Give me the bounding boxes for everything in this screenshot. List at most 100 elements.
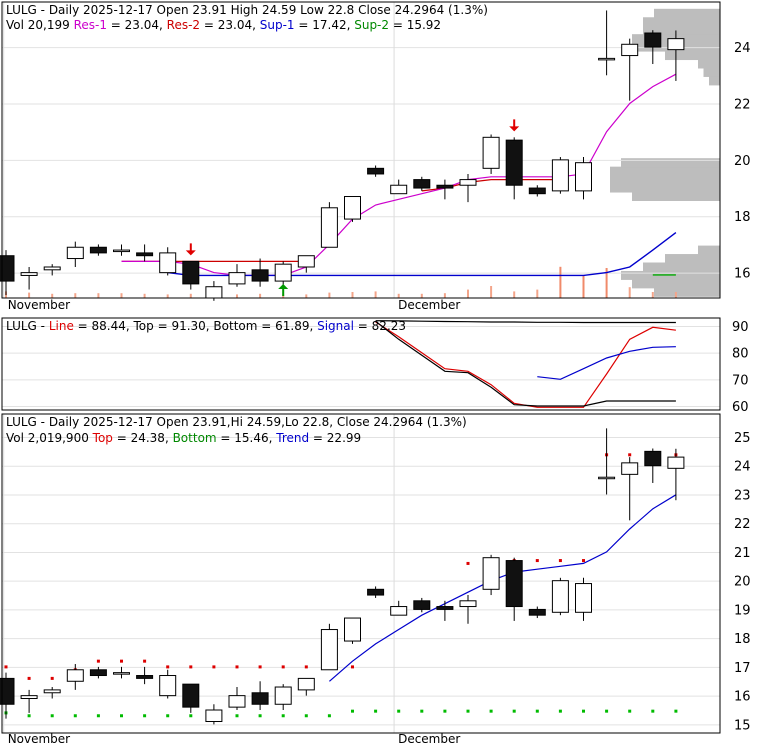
price-candle-body — [0, 255, 15, 282]
trend-axis-tick: 18 — [734, 632, 751, 647]
trend-candle-body — [43, 689, 61, 694]
price-candle-body — [528, 187, 546, 195]
volume-profile-bar — [703, 67, 720, 77]
trend-axis-tick: 24 — [734, 460, 751, 475]
trend-candle-body — [113, 672, 130, 675]
volume-profile-bar — [643, 262, 720, 272]
bottom-dot — [96, 714, 100, 718]
trend-candle-body — [159, 675, 177, 697]
bottom-dot — [304, 714, 308, 718]
trend-subheader|2|subheader_parts-part: Bottom — [173, 431, 217, 445]
top-dot — [50, 676, 54, 680]
price-candle-body — [482, 136, 500, 169]
bottom-dot — [281, 714, 285, 718]
bottom-dot — [512, 709, 516, 713]
trend-candle-body — [89, 669, 107, 677]
volume-profile-bar — [643, 25, 720, 35]
trend-candle-body — [205, 709, 223, 723]
oscillator-series-line — [375, 320, 676, 407]
bottom-dot — [420, 709, 424, 713]
trend-axis-tick: 23 — [734, 488, 751, 503]
bottom-dot — [582, 709, 585, 713]
bottom-dot — [651, 709, 655, 713]
bottom-dot — [628, 709, 632, 713]
price-candle-body — [551, 159, 569, 192]
volume-bar — [97, 293, 100, 298]
price-candle-body — [505, 139, 523, 186]
top-dot — [535, 559, 539, 563]
volume-bar — [443, 293, 446, 298]
volume-profile-bar — [654, 8, 720, 18]
price-candle-body — [43, 266, 61, 271]
volume-bar — [259, 293, 262, 298]
trend-axis-tick: 17 — [734, 661, 751, 676]
price-subheader|0|subheader_parts-part: Res-1 — [74, 18, 107, 32]
volume-profile-bar — [632, 192, 720, 201]
trend-candle-body — [274, 686, 292, 705]
month-label: December — [398, 732, 460, 745]
price-candle-body — [667, 38, 685, 51]
top-dot — [27, 676, 31, 680]
price-subheader|0|subheader_parts-part: = 23.04, — [200, 18, 260, 32]
volume-bar — [51, 293, 54, 298]
top-dot — [4, 665, 8, 669]
oscillator-header|1|header_parts-part: Signal — [317, 319, 354, 333]
volume-bar — [651, 292, 654, 298]
bottom-dot — [258, 714, 262, 718]
volume-bar — [328, 292, 331, 298]
price-candle-body — [251, 269, 269, 282]
trend-panel-frame — [1, 413, 721, 734]
price-candle-body — [644, 32, 662, 48]
trend-candle-body — [459, 600, 477, 608]
volume-bar — [305, 294, 308, 298]
volume-bar — [467, 289, 469, 298]
volume-bar — [513, 291, 516, 298]
volume-bar — [282, 294, 285, 298]
bottom-dot — [535, 709, 539, 713]
top-dot — [281, 665, 285, 669]
bottom-dot — [189, 714, 193, 718]
price-candle-body — [621, 43, 639, 57]
oscillator-panel-frame — [1, 317, 721, 411]
bottom-dot — [50, 714, 54, 718]
trend-candle-body — [66, 669, 84, 682]
volume-profile-bar — [632, 279, 720, 289]
trend-axis-tick: 22 — [734, 517, 751, 532]
price-candle-body — [182, 260, 200, 285]
trend-candle-body — [644, 450, 662, 467]
oscillator-series-line — [375, 320, 676, 324]
bottom-dot — [143, 714, 147, 718]
trend-candle-body — [598, 476, 616, 480]
bottom-dot — [558, 709, 562, 713]
top-dot — [628, 453, 632, 457]
price-axis-tick: 24 — [734, 41, 751, 56]
price-candle-body — [113, 249, 130, 253]
trend-candle-body — [621, 462, 639, 475]
price-axis-tick: 18 — [734, 210, 751, 225]
volume-profile-bar — [698, 59, 720, 69]
top-dot — [235, 665, 239, 669]
trend-candle-body — [182, 683, 200, 708]
bottom-dot — [327, 714, 331, 718]
trend-subheader|2|subheader_parts-part: = 15.46, — [217, 431, 277, 445]
price-subheader|0|subheader_parts-part: = 15.92 — [389, 18, 441, 32]
price-candle-body — [297, 255, 315, 268]
sell-arrow-icon — [185, 243, 196, 256]
trend-candle-body — [390, 606, 408, 616]
month-label: November — [8, 732, 70, 745]
trend-candle-body — [20, 695, 38, 700]
trend-subheader|2|subheader_parts-part: Trend — [275, 431, 309, 445]
price-candle-body — [320, 207, 338, 248]
volume-bar — [351, 292, 354, 298]
trend-subheader|2|subheader_parts-part: = 24.38, — [113, 431, 173, 445]
oscillator-header|1|header_parts-part: = 88.44, Top = 91.30, Bottom = 61.89, — [74, 319, 317, 333]
volume-bar — [490, 286, 493, 298]
oscillator-axis-tick: 70 — [732, 373, 749, 388]
volume-bar — [420, 293, 423, 298]
price-candle-body — [575, 162, 592, 192]
volume-profile-bar — [610, 175, 720, 185]
price-subheader|0|subheader_parts-part: = 17.42, — [295, 18, 355, 32]
volume-bar — [189, 293, 192, 298]
trend-subheader: Vol 2,019,900 Top = 24.38, Bottom = 15.4… — [6, 431, 361, 445]
